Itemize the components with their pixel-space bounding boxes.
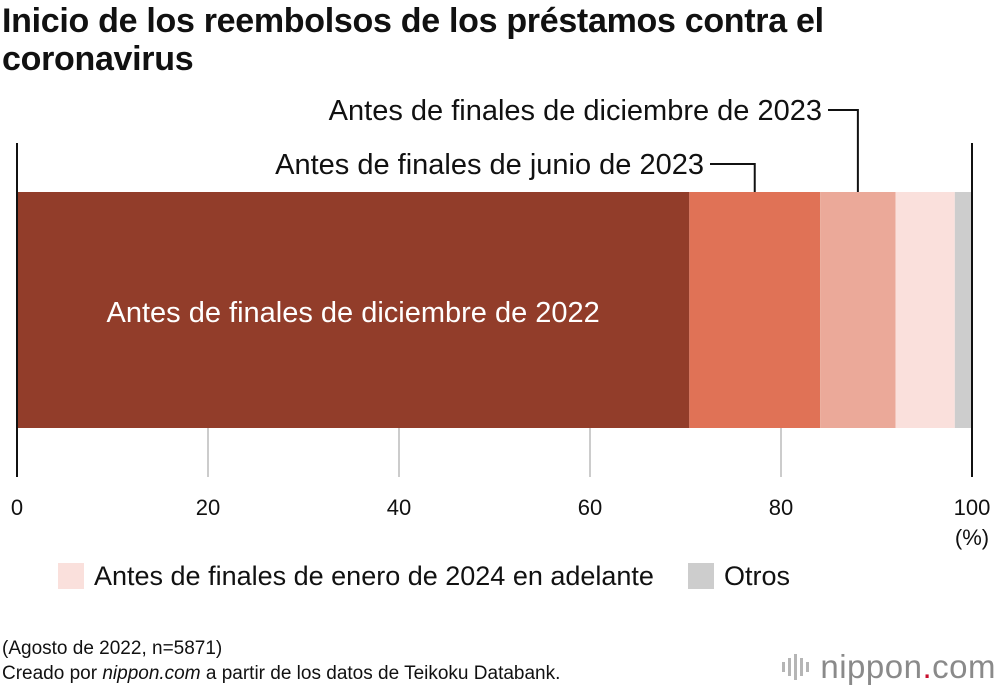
bar-segments [17,192,972,428]
nippon-logo: nippon. com [782,648,996,686]
legend-label: Otros [723,560,790,591]
x-tick-label: 0 [11,495,23,520]
logo-bars-icon [782,654,812,680]
bar-segment [689,192,821,428]
callout-label: Antes de finales de junio de 2023 [275,149,704,181]
axis-lines [16,143,973,477]
segment-labels: Antes de finales de diciembre de 2022 Ant… [106,95,859,329]
segment-label: Antes de finales de diciembre de 2022 [106,297,599,329]
x-tick-label: 60 [578,495,602,520]
callout-label: Antes de finales de diciembre de 2023 [329,95,822,127]
x-tick-label: 40 [387,495,411,520]
callout-line [828,109,859,192]
logo-tld: com [932,648,996,685]
legend: Antes de finales de enero de 2024 en ade… [58,556,824,596]
bar-segment [895,192,955,428]
source-prefix: Creado por [2,663,103,684]
legend-swatch [58,563,84,589]
footnote-source: Creado por nippon.com a partir de los da… [2,661,560,686]
footnote-date: (Agosto de 2022, n=5871) [2,638,223,659]
logo-name: nippon [820,648,923,685]
x-tick-label: 100 [954,495,991,520]
x-tick-label: 20 [196,495,220,520]
bar-segment [820,192,896,428]
source-suffix: a partir de los datos de Teikoku Databan… [200,663,561,684]
unit-label: (%) [955,525,989,550]
callout-line [710,163,756,192]
bar-segment [954,192,972,428]
chart-title: Inicio de los reembolsos de los préstamo… [2,2,824,78]
legend-item: Otros [687,560,790,592]
grid-lines [207,428,782,477]
footnote: (Agosto de 2022, n=5871) Creado por nipp… [2,636,560,686]
x-tick-labels: 0 20 40 60 80 100 (%) [11,495,990,550]
stacked-bar-chart: 0 20 40 60 80 100 (%) Antes de finales de dici… [11,95,990,550]
legend-swatch [687,563,714,589]
bar-segment [17,192,690,428]
source-site: nippon.com [102,663,201,684]
legend-label: Antes de finales de enero de 2024 en ade… [94,560,654,591]
x-tick-label: 80 [769,495,793,520]
logo-dot: . [922,648,933,685]
legend-item: Antes de finales de enero de 2024 en ade… [58,561,654,592]
